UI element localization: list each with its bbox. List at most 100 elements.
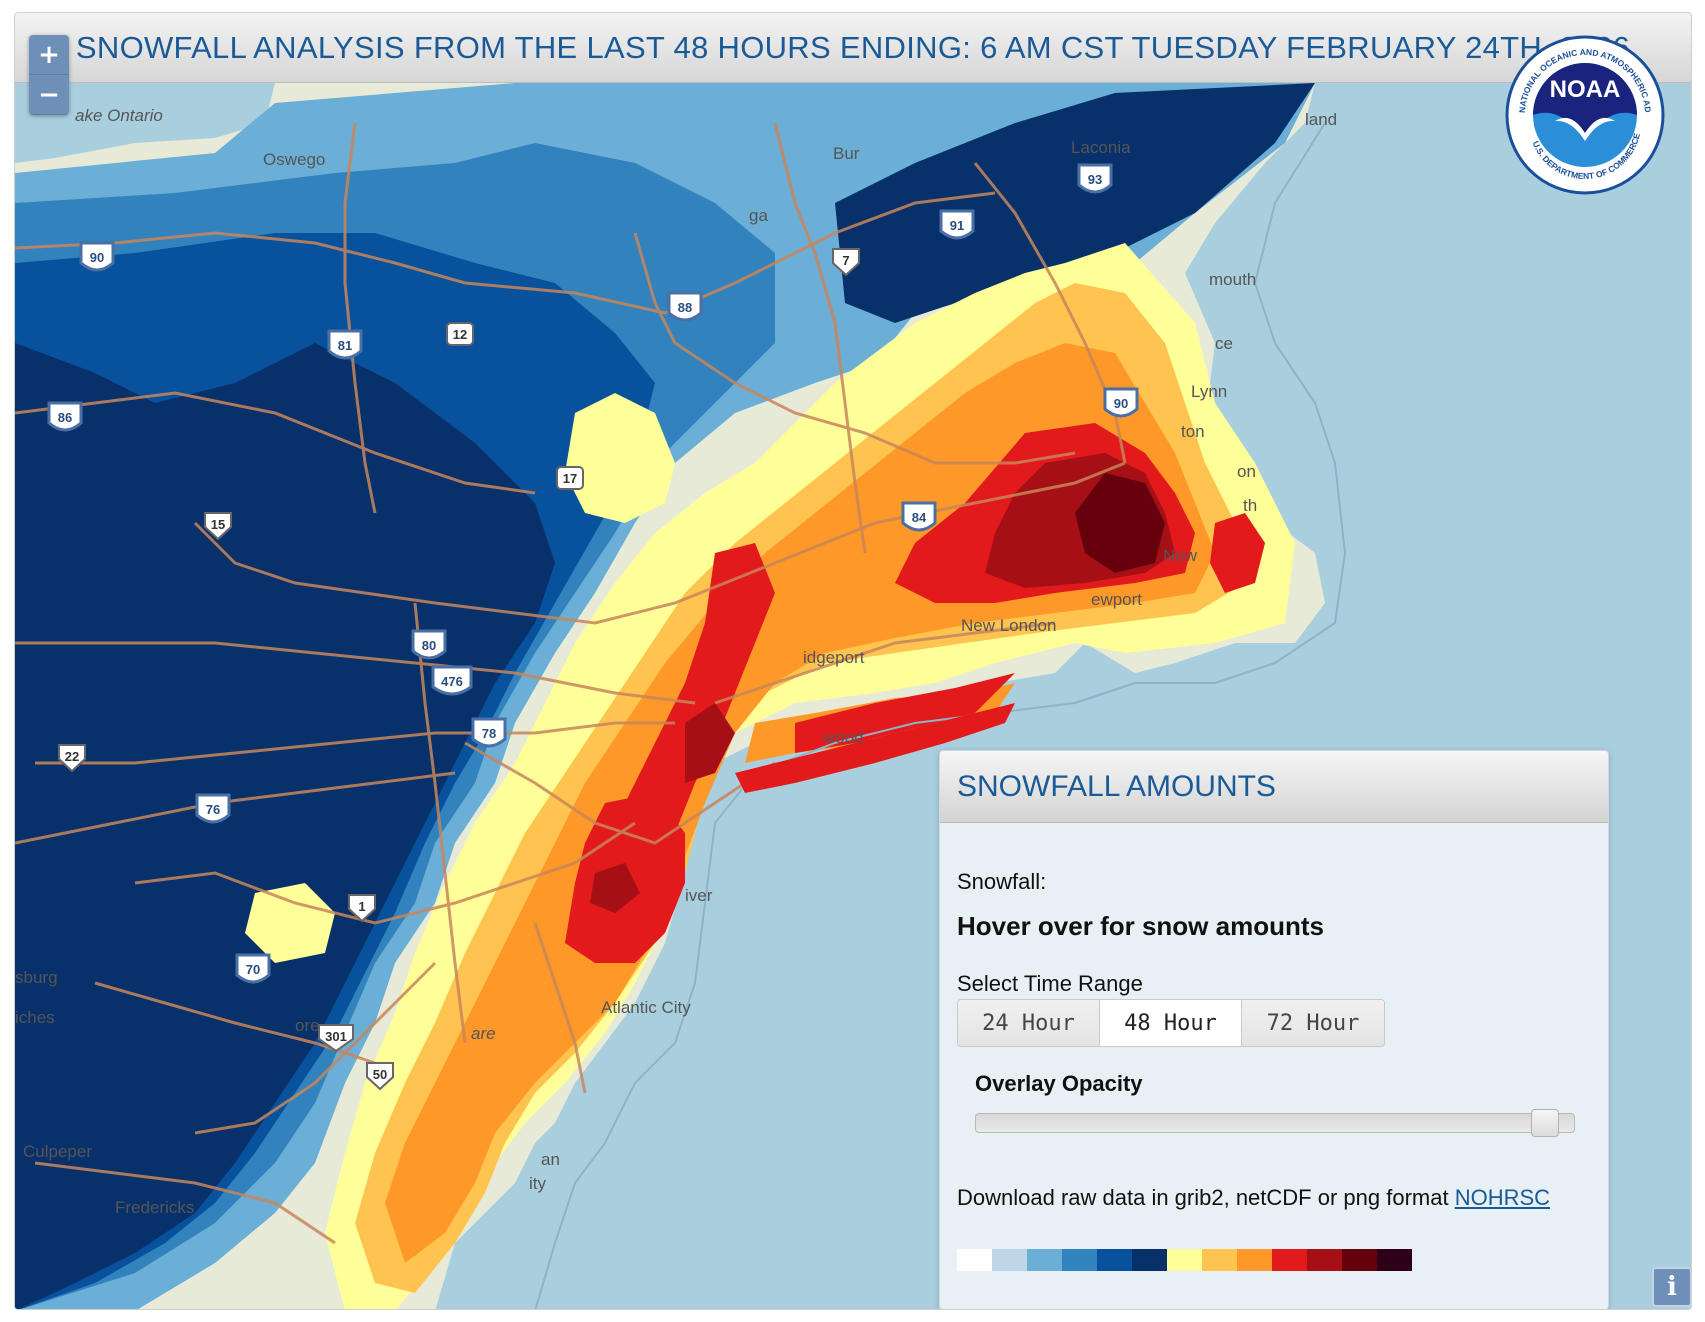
time-range-selector: 24 Hour 48 Hour 72 Hour: [957, 999, 1385, 1047]
overlay-opacity-label: Overlay Opacity: [975, 1071, 1143, 1096]
snowfall-label: Snowfall:: [957, 869, 1047, 894]
label-are: are: [471, 1024, 496, 1043]
svg-text:22: 22: [65, 749, 79, 764]
label-oswego: Oswego: [263, 150, 325, 169]
label-saga: ga: [749, 206, 768, 225]
legend-swatch-0: [957, 1249, 992, 1271]
range-24-hour-button[interactable]: 24 Hour: [958, 1000, 1100, 1046]
label-newport: ewport: [1091, 590, 1142, 609]
map-frame: SNOWFALL ANALYSIS FROM THE LAST 48 HOURS…: [14, 12, 1692, 1310]
shield-i88: 88: [667, 291, 703, 322]
nohrsc-link[interactable]: NOHRSC: [1454, 1185, 1551, 1210]
info-button[interactable]: i: [1652, 1267, 1691, 1307]
label-ton: ton: [1181, 422, 1205, 441]
label-burg: sburg: [15, 968, 58, 987]
shield-i86: 86: [47, 401, 83, 432]
svg-text:91: 91: [950, 218, 964, 233]
svg-text:80: 80: [422, 638, 436, 653]
svg-text:90: 90: [90, 250, 104, 265]
label-new: New: [1163, 546, 1198, 565]
snowfall-value: Hover over for snow amounts: [957, 911, 1324, 941]
legend-swatch-5: [1132, 1249, 1167, 1271]
legend-swatch-12: [1377, 1249, 1412, 1271]
noaa-wordmark: NOAA: [1550, 76, 1621, 103]
zoom-out-button[interactable]: −: [29, 75, 69, 115]
svg-text:70: 70: [246, 962, 260, 977]
range-72-hour-button[interactable]: 72 Hour: [1242, 1000, 1384, 1046]
svg-text:12: 12: [453, 327, 467, 342]
shield-ny17: 17: [556, 466, 584, 490]
shield-us1: 1: [348, 894, 376, 923]
svg-text:90: 90: [1114, 396, 1128, 411]
zoom-in-button[interactable]: +: [29, 35, 69, 75]
svg-text:1: 1: [358, 899, 365, 914]
shield-us15: 15: [204, 512, 232, 541]
label-on: on: [1237, 462, 1256, 481]
shield-i84: 84: [901, 501, 937, 532]
long-island: [735, 703, 1015, 793]
color-legend: [957, 1249, 1412, 1271]
label-culpeper: Culpeper: [23, 1142, 92, 1161]
legend-swatch-11: [1342, 1249, 1377, 1271]
legend-swatch-4: [1097, 1249, 1132, 1271]
svg-text:17: 17: [563, 471, 577, 486]
svg-text:93: 93: [1088, 172, 1102, 187]
road-network: [15, 122, 1127, 1245]
label-river: iver: [685, 886, 713, 905]
overlay-opacity-slider[interactable]: [975, 1109, 1575, 1137]
svg-text:76: 76: [206, 802, 220, 817]
label-lynn: Lynn: [1191, 382, 1227, 401]
shield-i91: 91: [939, 209, 975, 240]
map-canvas[interactable]: 90 81 86 12 88 7 91 93 90 17 15 84 80 47…: [15, 83, 1692, 1310]
shield-i476: 476: [431, 665, 473, 696]
svg-text:476: 476: [441, 674, 463, 689]
slider-handle[interactable]: [1530, 1109, 1559, 1137]
download-text: Download raw data in grib2, netCDF or pn…: [957, 1185, 1550, 1211]
lake-ontario: [15, 83, 275, 163]
svg-text:86: 86: [58, 410, 72, 425]
label-ce: ce: [1215, 334, 1233, 353]
shield-i93: 93: [1077, 163, 1113, 194]
range-48-hour-button[interactable]: 48 Hour: [1100, 1000, 1242, 1046]
highway-shields: 90 81 86 12 88 7 91 93 90 17 15 84 80 47…: [47, 163, 1139, 1091]
shield-us50: 50: [366, 1062, 394, 1091]
label-ity: ity: [529, 1174, 547, 1193]
legend-swatch-3: [1062, 1249, 1097, 1271]
shield-i90-east: 90: [1103, 387, 1139, 418]
shield-us7: 7: [832, 248, 860, 277]
panel-title: SNOWFALL AMOUNTS: [940, 751, 1608, 823]
shield-i81: 81: [327, 329, 363, 360]
noaa-logo: NATIONAL OCEANIC AND ATMOSPHERIC ADMINIS…: [1505, 35, 1665, 195]
legend-swatch-8: [1237, 1249, 1272, 1271]
label-ore: ore: [295, 1016, 320, 1035]
legend-swatch-6: [1167, 1249, 1202, 1271]
label-ches: iches: [15, 1008, 55, 1027]
shield-ny12: 12: [446, 322, 474, 346]
snowfall-map[interactable]: 90 81 86 12 88 7 91 93 90 17 15 84 80 47…: [15, 83, 1692, 1310]
place-labels: ake Ontario Oswego Laconia Bur ga land m…: [15, 106, 1337, 1217]
label-wood: wood: [822, 728, 864, 747]
svg-text:78: 78: [482, 726, 496, 741]
zoom-control: + −: [29, 35, 69, 115]
time-range-label: Select Time Range: [957, 971, 1143, 996]
label-bridgeport: idgeport: [803, 648, 865, 667]
page-title: SNOWFALL ANALYSIS FROM THE LAST 48 HOURS…: [15, 13, 1691, 83]
label-fredericksburg: Fredericks: [115, 1198, 194, 1217]
shield-i90-west: 90: [79, 241, 115, 272]
download-description: Download raw data in grib2, netCDF or pn…: [957, 1185, 1455, 1210]
svg-text:81: 81: [338, 338, 352, 353]
label-an: an: [541, 1150, 560, 1169]
svg-text:7: 7: [842, 253, 849, 268]
legend-swatch-9: [1272, 1249, 1307, 1271]
label-th: th: [1243, 496, 1257, 515]
snowfall-panel: SNOWFALL AMOUNTS Snowfall: Hover over fo…: [939, 750, 1609, 1309]
svg-text:88: 88: [678, 300, 692, 315]
label-land: land: [1305, 110, 1337, 129]
snowfall-overlay: [15, 83, 1315, 1309]
legend-swatch-2: [1027, 1249, 1062, 1271]
label-burl: Bur: [833, 144, 860, 163]
shield-i70: 70: [235, 953, 271, 984]
shield-us22: 22: [58, 744, 86, 773]
label-laconia: Laconia: [1071, 138, 1131, 157]
legend-swatch-7: [1202, 1249, 1237, 1271]
